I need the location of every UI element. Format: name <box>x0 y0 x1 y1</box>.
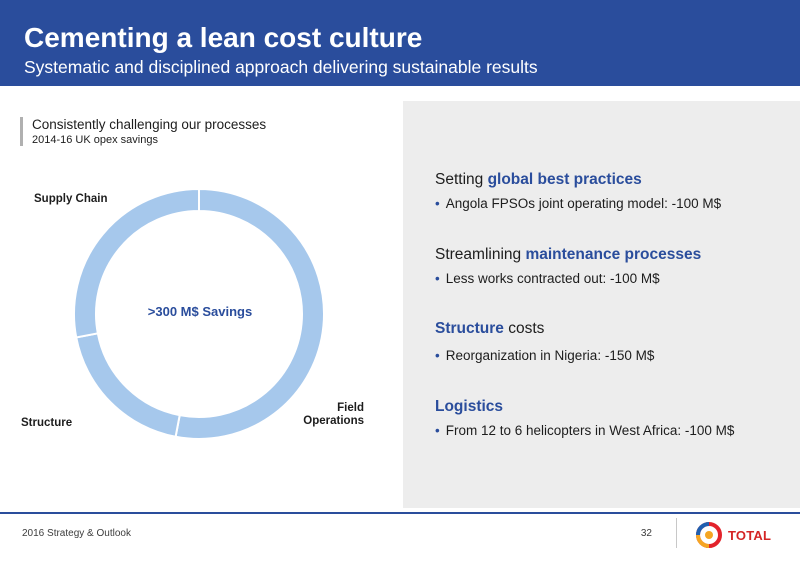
footer-separator <box>676 518 677 548</box>
segment-label-field-line2: Operations <box>303 415 364 427</box>
bullet-text: From 12 to 6 helicopters in West Africa:… <box>445 423 735 438</box>
donut-slice-supply-chain <box>73 187 200 339</box>
item-heading-best-practices: Setting global best practices <box>435 171 642 189</box>
bullet-text: Less works contracted out: -100 M$ <box>445 271 660 286</box>
donut-center-label: >300 M$ Savings <box>147 304 253 319</box>
item-bullet-structure: • Reorganization in Nigeria: -150 M$ <box>435 348 654 363</box>
bullet-text: Angola FPSOs joint operating model: -100… <box>445 196 722 211</box>
footer-title: 2016 Strategy & Outlook <box>22 528 131 539</box>
section-subtitle: 2014-16 UK opex savings <box>32 134 158 146</box>
heading-emphasis: Logistics <box>435 398 504 415</box>
heading-plain: Streamlining <box>435 246 526 263</box>
left-panel <box>0 101 398 508</box>
item-bullet-maintenance: • Less works contracted out: -100 M$ <box>435 271 660 286</box>
heading-emphasis: global best practices <box>487 171 642 188</box>
section-title: Consistently challenging our processes <box>32 117 267 132</box>
total-logo-icon <box>696 522 722 548</box>
heading-emphasis: Structure <box>435 320 504 337</box>
segment-label-supply-chain: Supply Chain <box>34 193 108 205</box>
item-bullet-best-practices: • Angola FPSOs joint operating model: -10… <box>435 196 721 211</box>
page-number: 32 <box>640 528 652 539</box>
bullet-dot: • <box>435 348 440 363</box>
header-bar: Cementing a lean cost culture Systematic… <box>0 0 800 86</box>
page-subtitle: Systematic and disciplined approach deli… <box>24 57 538 77</box>
segment-label-structure: Structure <box>21 417 73 429</box>
segment-label-field-line1: Field <box>337 402 364 414</box>
donut-slice-structure <box>75 332 181 438</box>
item-heading-maintenance: Streamlining maintenance processes <box>435 246 701 264</box>
bullet-dot: • <box>435 423 440 438</box>
item-heading-structure: Structure costs <box>435 320 544 338</box>
page-title: Cementing a lean cost culture <box>24 22 423 53</box>
bullet-text: Reorganization in Nigeria: -150 M$ <box>445 348 655 363</box>
bullet-dot: • <box>435 196 440 211</box>
footer-divider <box>0 512 800 514</box>
heading-emphasis: maintenance processes <box>525 246 702 263</box>
bullet-dot: • <box>435 271 440 286</box>
section-accent-bar <box>20 117 23 146</box>
item-bullet-logistics: • From 12 to 6 helicopters in West Africa… <box>435 423 734 438</box>
heading-after: costs <box>503 320 545 337</box>
right-panel <box>403 101 800 508</box>
heading-plain: Setting <box>435 171 488 188</box>
donut-chart <box>73 187 325 440</box>
total-logo-text: TOTAL <box>728 528 772 543</box>
item-heading-logistics: Logistics <box>435 398 503 416</box>
segment-label-field-operations: Field Operations <box>288 402 364 428</box>
